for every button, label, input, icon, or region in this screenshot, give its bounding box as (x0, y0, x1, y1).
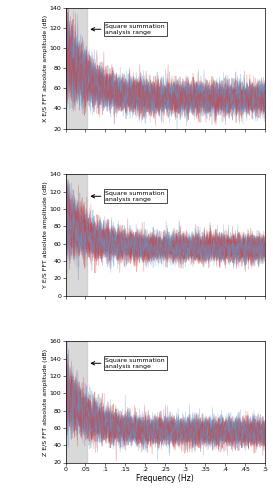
Text: Square summation
analysis range: Square summation analysis range (91, 24, 165, 34)
Text: Square summation
analysis range: Square summation analysis range (91, 191, 165, 202)
Y-axis label: Y E/S FFT absolute amplitude (dB): Y E/S FFT absolute amplitude (dB) (43, 182, 48, 288)
Bar (66, 342, 87, 462)
Bar (66, 174, 87, 296)
Text: Square summation
analysis range: Square summation analysis range (91, 358, 165, 368)
Y-axis label: Z E/S FFT absolute amplitude (dB): Z E/S FFT absolute amplitude (dB) (43, 348, 48, 456)
X-axis label: Frequency (Hz): Frequency (Hz) (136, 474, 194, 484)
Y-axis label: X E/S FFT absolute amplitude (dB): X E/S FFT absolute amplitude (dB) (43, 14, 48, 122)
Bar (66, 8, 87, 128)
